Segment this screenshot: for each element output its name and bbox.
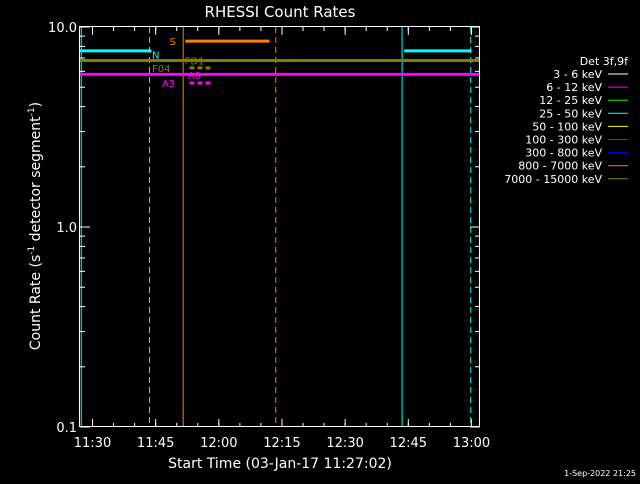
annotation-label-a3: A3 bbox=[162, 79, 175, 90]
legend-label-5: 100 - 300 keV bbox=[525, 134, 602, 147]
axes-layer: 11:30 11:45 12:00 12:15 12:30 12:45 13:00 10.0 1… bbox=[48, 21, 490, 451]
x-tick-label-0: 11:30 bbox=[74, 436, 111, 451]
annotation-label-a0: A0 bbox=[188, 71, 201, 82]
x-tick-label-3: 12:15 bbox=[263, 436, 300, 451]
x-tick-label-4: 12:30 bbox=[326, 436, 363, 451]
annotation-label-n: N bbox=[152, 50, 159, 61]
x-tick-label-1: 11:45 bbox=[137, 436, 174, 451]
timestamp: 1-Sep-2022 21:25 bbox=[564, 469, 636, 478]
y-tick-label-2: 0.1 bbox=[56, 421, 77, 436]
x-tick-label-6: 13:00 bbox=[453, 436, 490, 451]
annotation-label-fd1: FD1 bbox=[185, 56, 205, 67]
legend-label-8: 7000 - 15000 keV bbox=[504, 173, 602, 186]
x-tick-label-2: 12:00 bbox=[200, 436, 237, 451]
y-tick-label-0: 10.0 bbox=[48, 21, 77, 36]
y-axis-label-end: ) bbox=[28, 102, 44, 107]
x-tick-label-5: 12:45 bbox=[390, 436, 427, 451]
y-axis-label-sup2: -1 bbox=[27, 107, 37, 116]
y-axis-label-main: Count Rate (s bbox=[28, 255, 44, 350]
legend-label-4: 50 - 100 keV bbox=[532, 120, 602, 133]
chart-title: RHESSI Count Rates bbox=[205, 3, 356, 21]
legend-label-7: 800 - 7000 keV bbox=[518, 160, 602, 173]
y-tick-label-1: 1.0 bbox=[56, 221, 77, 236]
y-axis-label-sup1: -1 bbox=[27, 246, 37, 255]
x-axis-label: Start Time (03-Jan-17 11:27:02) bbox=[168, 456, 392, 472]
annotations-layer: SN FD1 F04 A0 A3 bbox=[152, 37, 211, 90]
y-axis-label: Count Rate (s-1 detector segment-1) bbox=[27, 102, 44, 350]
legend-title: Det 3f,9f bbox=[580, 55, 629, 68]
legend-label-6: 300 - 800 keV bbox=[525, 147, 602, 160]
y-axis-label-mid: detector segment bbox=[28, 116, 44, 246]
series-layer bbox=[80, 39, 480, 76]
legend-label-3: 25 - 50 keV bbox=[539, 107, 602, 120]
annotation-label-s: S bbox=[169, 37, 175, 48]
legend-label-2: 12 - 25 keV bbox=[539, 94, 602, 107]
legend-label-0: 3 - 6 keV bbox=[553, 68, 602, 81]
annotation-label-f04: F04 bbox=[152, 64, 170, 75]
legend-label-1: 6 - 12 keV bbox=[546, 81, 602, 94]
